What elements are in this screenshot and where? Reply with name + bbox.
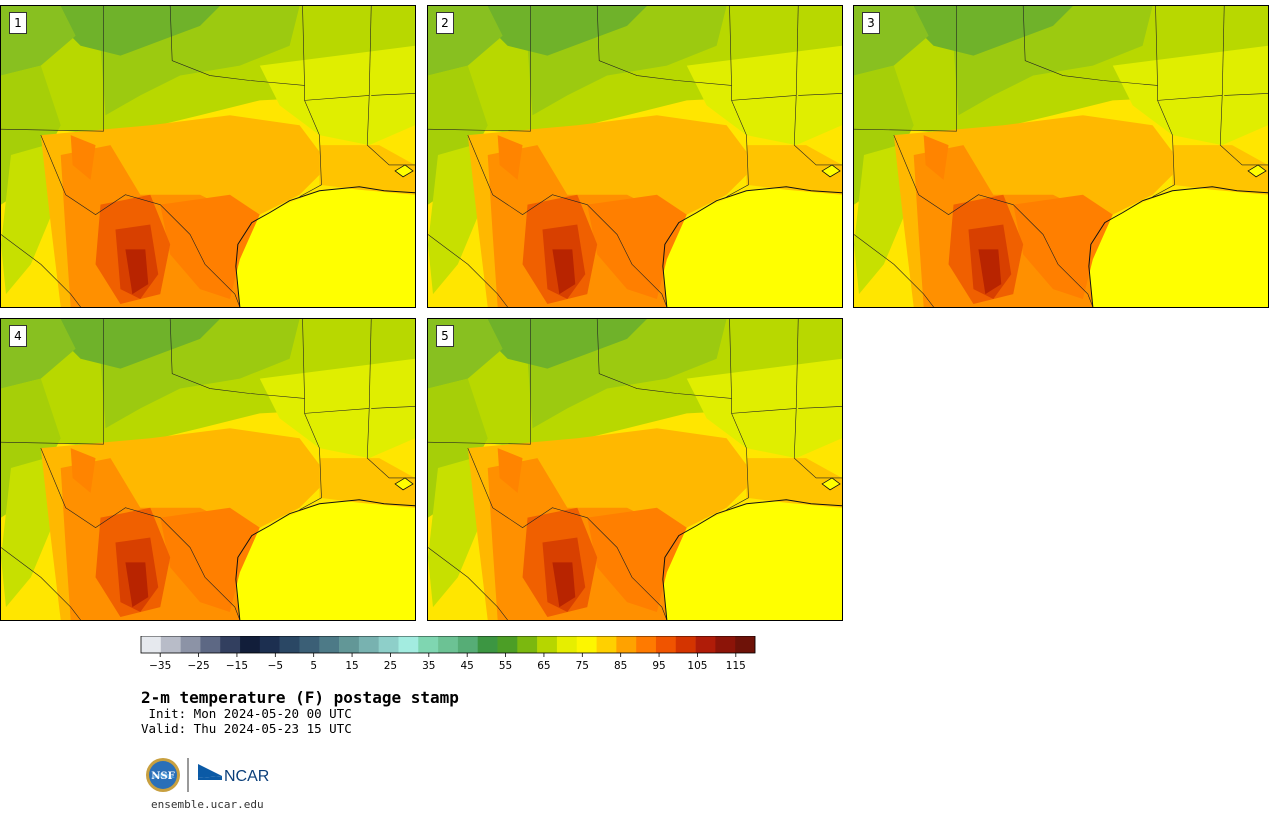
colorbar-bin [636,636,657,653]
colorbar-frame [140,636,756,654]
temperature-map [1,319,415,620]
colorbar-bin [279,636,300,653]
colorbar-bin [358,636,379,653]
colorbar-tick-label: 65 [537,660,550,672]
member-panel-2: 2 [427,5,843,308]
colorbar-tick-label: 105 [687,660,707,672]
site-url: ensemble.ucar.edu [151,798,264,811]
temperature-map [1,6,415,307]
colorbar-bin [517,636,538,653]
colorbar-tick-label: 35 [422,660,435,672]
panel-number: 2 [436,12,454,34]
colorbar-tick-label: 85 [614,660,627,672]
colorbar-bin [438,636,459,653]
colorbar-bin [497,636,518,653]
colorbar-tick-label: −25 [187,660,209,672]
temperature-map [428,6,842,307]
colorbar-bin [398,636,419,653]
temperature-colorbar: −35 −25 −15 −5 5 15 25 35 45 55 65 75 85 95 105 115 [140,636,756,672]
svg-text:NCAR: NCAR [224,768,269,785]
temperature-map [428,319,842,620]
colorbar-bin [556,636,578,653]
colorbar-bin [141,636,162,653]
colorbar-tick-label: 15 [345,660,358,672]
colorbar-tick-label: 55 [499,660,512,672]
colorbar-tick-label: 95 [652,660,665,672]
colorbar-bin [378,636,399,653]
colorbar-bin [160,636,181,653]
colorbar-bin [200,636,221,653]
colorbar-bin [240,636,261,653]
member-panel-3: 3 [853,5,1269,308]
colorbar-bin [477,636,498,653]
temperature-map [854,6,1268,307]
panel-number: 4 [9,325,27,347]
colorbar-tick-label: 75 [576,660,589,672]
ncar-icon: NCAR [198,764,269,785]
init-time: Init: Mon 2024-05-20 00 UTC [141,706,352,721]
colorbar-bin [537,636,558,653]
colorbar-bin [339,636,360,653]
panel-number: 3 [862,12,880,34]
colorbar-tick-label: −35 [149,660,171,672]
colorbar-tick-label: −15 [226,660,248,672]
colorbar-bin [319,636,340,653]
member-panel-4: 4 [0,318,416,621]
colorbar-bin [299,636,320,653]
colorbar-bin [735,636,756,653]
panel-number: 1 [9,12,27,34]
colorbar-bin [220,636,241,653]
colorbar-tick-label: 25 [384,660,397,672]
colorbar-tick-label: 45 [461,660,474,672]
member-panel-5: 5 [427,318,843,621]
svg-text:NSF: NSF [151,771,174,782]
colorbar-bin [576,636,597,653]
colorbar-bin [259,636,280,653]
colorbar-bin [418,636,439,653]
colorbar-tick-label: −5 [268,660,283,672]
colorbar-bin [675,636,696,653]
valid-time: Valid: Thu 2024-05-23 15 UTC [141,721,352,736]
member-panel-1: 1 [0,5,416,308]
colorbar-bin [596,636,617,653]
panel-number: 5 [436,325,454,347]
nsf-ncar-logo: NSF NCAR [146,758,269,792]
colorbar-bin [695,636,716,653]
nsf-seal-icon: NSF [146,758,180,792]
colorbar-bin [180,636,201,653]
figure-title: 2-m temperature (F) postage stamp [141,688,459,707]
colorbar-bin [655,636,677,653]
colorbar-bin [457,636,479,653]
colorbar-bin [616,636,637,653]
colorbar-tick-label: 115 [726,660,746,672]
colorbar-tick-label: 5 [310,660,317,672]
colorbar-bin [715,636,736,653]
